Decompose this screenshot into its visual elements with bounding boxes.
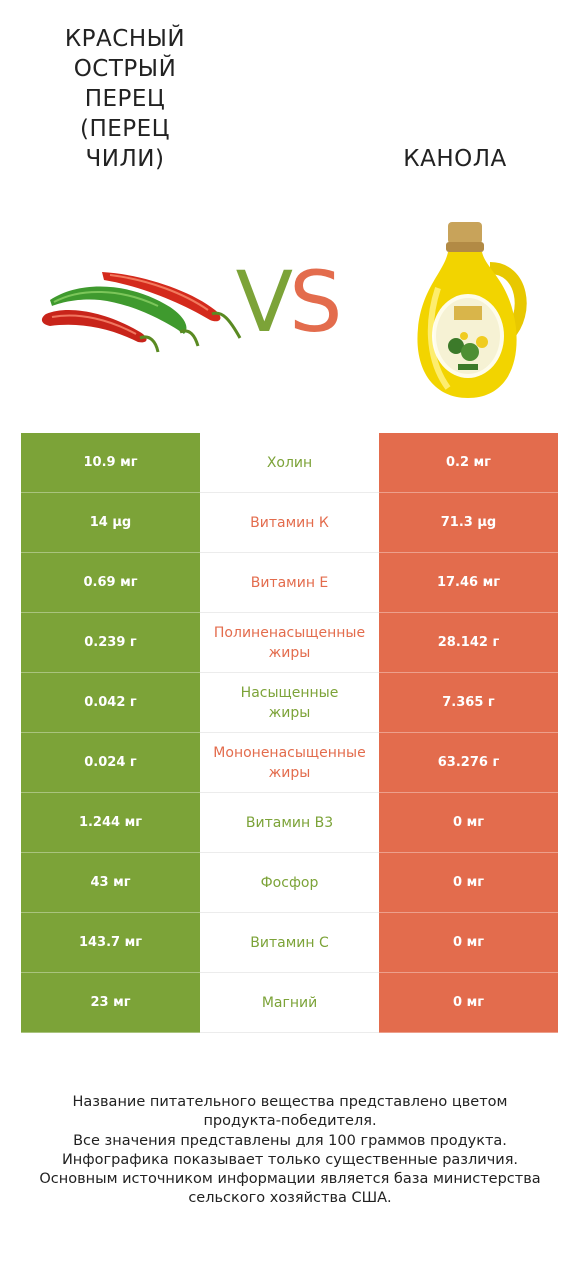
comparison-table: 10.9 мг Холин 0.2 мг 14 µg Витамин К 71.…	[21, 433, 558, 1033]
table-row: 14 µg Витамин К 71.3 µg	[21, 493, 558, 553]
nutrient-line: Витамин B3	[245, 814, 334, 831]
left-value: 14 µg	[21, 493, 200, 553]
nutrient-name: Холин	[200, 433, 379, 493]
table-row: 143.7 мг Витамин C 0 мг	[21, 913, 558, 973]
nutrient-line: Витамин E	[250, 574, 329, 591]
nutrient-line: Насыщенные	[240, 684, 339, 701]
nutrient-name: Магний	[200, 973, 379, 1033]
footer-line: Все значения представлены для 100 граммо…	[73, 1132, 507, 1149]
left-value: 23 мг	[21, 973, 200, 1033]
left-title-line: ПЕРЕЦ	[84, 86, 166, 112]
chili-pepper-image	[41, 272, 242, 353]
footer-line: сельского хозяйства США.	[188, 1190, 392, 1207]
left-value: 0.69 мг	[21, 553, 200, 613]
footer-line: Название питательного вещества представл…	[72, 1094, 508, 1110]
table-row: 0.042 г Насыщенные жиры 7.365 г	[21, 673, 558, 733]
left-value: 0.024 г	[21, 733, 200, 793]
nutrient-line: Мононенасыщенные	[213, 744, 366, 761]
table-row: 23 мг Магний 0 мг	[21, 973, 558, 1033]
right-value: 63.276 г	[379, 733, 558, 793]
nutrient-line: Витамин К	[250, 514, 329, 531]
left-title-line: ОСТРЫЙ	[73, 56, 177, 82]
left-title-line: ЧИЛИ)	[85, 146, 165, 172]
footer-line: продукта-победителя.	[203, 1113, 377, 1130]
vs-v: V	[235, 253, 294, 351]
footer-notes: Название питательного вещества представл…	[20, 1093, 560, 1209]
footer-line: Инфографика показывает только существенн…	[61, 1151, 519, 1168]
nutrient-name: Витамин B3	[200, 793, 379, 853]
table-row: 0.69 мг Витамин E 17.46 мг	[21, 553, 558, 613]
right-value: 0.2 мг	[379, 433, 558, 493]
nutrient-name: Витамин C	[200, 913, 379, 973]
left-value: 0.239 г	[21, 613, 200, 673]
table-row: 10.9 мг Холин 0.2 мг	[21, 433, 558, 493]
right-value: 7.365 г	[379, 673, 558, 733]
table-row: 1.244 мг Витамин B3 0 мг	[21, 793, 558, 853]
canola-oil-bottle-image	[417, 222, 527, 398]
table-row: 0.239 г Полиненасыщенные жиры 28.142 г	[21, 613, 558, 673]
right-value: 28.142 г	[379, 613, 558, 673]
nutrient-line: Фосфор	[260, 874, 319, 891]
nutrient-line: Витамин C	[250, 934, 329, 951]
nutrient-name: Мононенасыщенные жиры	[200, 733, 379, 793]
footer-line: Основным источником информации является …	[39, 1171, 541, 1188]
table-row: 0.024 г Мононенасыщенные жиры 63.276 г	[21, 733, 558, 793]
right-product-title: КАНОЛА	[403, 146, 507, 172]
left-product-title: КРАСНЫЙ ОСТРЫЙ ПЕРЕЦ (ПЕРЕЦ ЧИЛИ)	[40, 24, 210, 174]
left-title-line: (ПЕРЕЦ	[79, 116, 171, 142]
left-value: 143.7 мг	[21, 913, 200, 973]
table-row: 43 мг Фосфор 0 мг	[21, 853, 558, 913]
nutrient-line: Полиненасыщенные	[213, 624, 366, 641]
nutrient-name: Полиненасыщенные жиры	[200, 613, 379, 673]
nutrient-line: жиры	[268, 704, 311, 721]
right-value: 0 мг	[379, 853, 558, 913]
nutrient-line: Холин	[266, 454, 313, 471]
left-value: 43 мг	[21, 853, 200, 913]
vs-s: S	[289, 253, 342, 351]
nutrient-name: Витамин E	[200, 553, 379, 613]
nutrient-name: Витамин К	[200, 493, 379, 553]
nutrient-name: Насыщенные жиры	[200, 673, 379, 733]
left-value: 0.042 г	[21, 673, 200, 733]
nutrient-name: Фосфор	[200, 853, 379, 913]
left-value: 10.9 мг	[21, 433, 200, 493]
nutrient-line: жиры	[268, 644, 311, 661]
right-value: 71.3 µg	[379, 493, 558, 553]
right-value: 0 мг	[379, 973, 558, 1033]
right-value: 0 мг	[379, 793, 558, 853]
nutrient-line: Магний	[261, 994, 318, 1011]
right-value: 0 мг	[379, 913, 558, 973]
left-title-line: КРАСНЫЙ	[64, 26, 186, 52]
right-value: 17.46 мг	[379, 553, 558, 613]
vs-label: VS	[222, 252, 352, 352]
nutrient-line: жиры	[268, 764, 311, 781]
left-value: 1.244 мг	[21, 793, 200, 853]
